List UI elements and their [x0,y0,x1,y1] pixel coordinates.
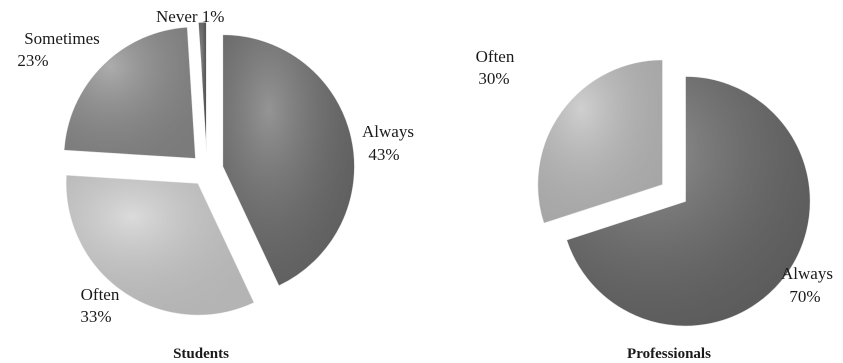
slice-value-sometimes: 23% [17,51,48,70]
slice-never-shading [198,22,206,154]
slice-label-always: Always [781,264,833,283]
slice-value-often: 30% [478,69,509,88]
slice-value-always: 70% [789,287,820,306]
students-title: Students [173,346,229,362]
students-pie [64,22,355,315]
slice-always-shading [223,35,355,286]
slice-label-never: Never 1% [156,7,224,26]
professionals-pie [538,60,811,326]
slice-label-always: Always [362,122,414,141]
slice-label-sometimes: Sometimes [24,29,100,48]
slice-label-often: Often [476,47,515,66]
slice-value-often: 33% [80,307,111,326]
professionals-title: Professionals [627,346,711,362]
slice-often-shading [538,60,663,224]
slice-value-always: 43% [368,145,399,164]
slice-label-often: Often [81,285,120,304]
